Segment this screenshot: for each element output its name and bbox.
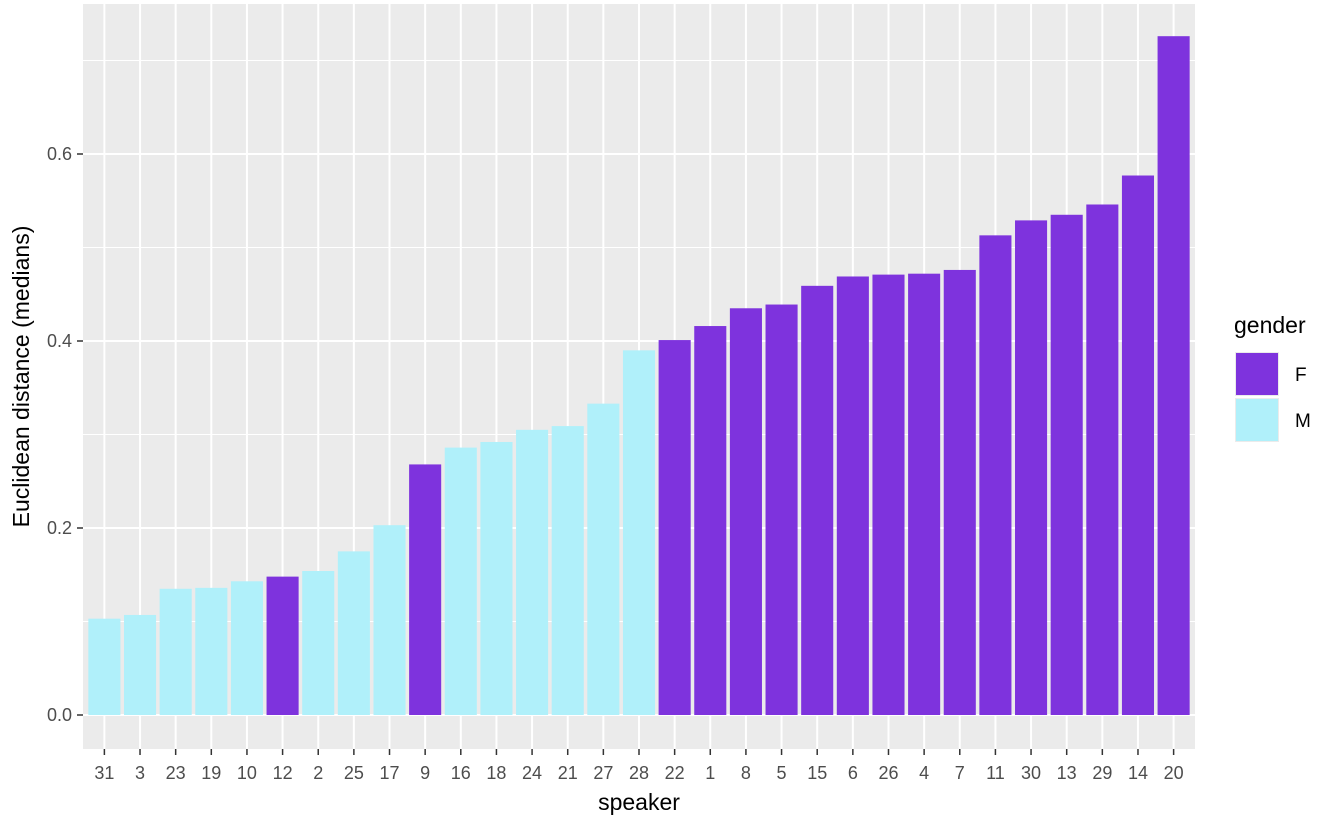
x-tick-label: 6 xyxy=(848,763,858,783)
legend-title: gender xyxy=(1234,312,1306,338)
legend-key-swatch xyxy=(1236,399,1278,441)
x-tick-label: 17 xyxy=(379,763,399,783)
x-tick-label: 22 xyxy=(665,763,685,783)
x-tick-label: 25 xyxy=(344,763,364,783)
y-tick-label: 0.4 xyxy=(47,331,72,351)
x-tick-label: 15 xyxy=(807,763,827,783)
x-tick-label: 16 xyxy=(451,763,471,783)
bar-speaker-28 xyxy=(622,350,656,715)
x-tick-label: 23 xyxy=(166,763,186,783)
bar-speaker-25 xyxy=(337,551,370,715)
x-tick-label: 29 xyxy=(1092,763,1112,783)
bar-speaker-9 xyxy=(409,464,442,715)
bars xyxy=(88,36,1190,716)
x-tick-label: 18 xyxy=(486,763,506,783)
bar-speaker-19 xyxy=(195,587,228,715)
bar-speaker-26 xyxy=(872,274,905,715)
bar-speaker-11 xyxy=(979,235,1012,715)
x-tick-label: 13 xyxy=(1057,763,1077,783)
bar-speaker-29 xyxy=(1086,204,1119,716)
bar-speaker-12 xyxy=(266,576,299,715)
y-axis-ticks: 0.0 0.2 0.4 0.6 xyxy=(47,144,83,725)
bar-speaker-23 xyxy=(159,588,192,715)
x-tick-label: 8 xyxy=(741,763,751,783)
x-tick-label: 19 xyxy=(201,763,221,783)
bar-speaker-3 xyxy=(123,614,157,715)
x-tick-label: 12 xyxy=(273,763,293,783)
bar-speaker-24 xyxy=(516,429,549,715)
legend-key-swatch xyxy=(1236,353,1278,395)
x-tick-label: 28 xyxy=(629,763,649,783)
bar-speaker-4 xyxy=(908,273,941,715)
x-tick-label: 4 xyxy=(919,763,929,783)
x-tick-label: 1 xyxy=(705,763,715,783)
x-tick-label: 3 xyxy=(135,763,145,783)
x-axis-title: speaker xyxy=(598,789,680,815)
x-tick-label: 9 xyxy=(420,763,430,783)
bar-speaker-16 xyxy=(444,447,477,715)
y-tick-label: 0.6 xyxy=(47,144,72,164)
legend: gender F M xyxy=(1234,312,1311,442)
y-tick-label: 0.2 xyxy=(47,518,72,538)
legend-label: M xyxy=(1295,411,1311,432)
bar-speaker-14 xyxy=(1121,175,1155,715)
bar-speaker-2 xyxy=(302,571,335,715)
bar-speaker-30 xyxy=(1015,220,1048,715)
x-tick-label: 30 xyxy=(1021,763,1041,783)
legend-label: F xyxy=(1295,365,1307,386)
bar-speaker-6 xyxy=(836,276,869,715)
x-tick-label: 26 xyxy=(878,763,898,783)
y-axis-title: Euclidean distance (medians) xyxy=(8,226,34,528)
x-axis-ticks: 31 3 23 19 10 12 2 25 17 9 16 18 24 21 27 28 22 1 8 5 15 6 26 4… xyxy=(94,749,1184,783)
y-tick-label: 0.0 xyxy=(47,705,72,725)
bar-speaker-15 xyxy=(801,285,834,715)
x-tick-label: 5 xyxy=(777,763,787,783)
x-tick-label: 2 xyxy=(313,763,323,783)
bar-speaker-21 xyxy=(551,426,584,715)
bar-speaker-8 xyxy=(729,308,762,715)
x-tick-label: 20 xyxy=(1164,763,1184,783)
bar-speaker-27 xyxy=(587,403,620,715)
x-tick-label: 27 xyxy=(593,763,613,783)
bar-speaker-18 xyxy=(480,441,513,715)
bar-speaker-31 xyxy=(88,618,121,715)
bar-speaker-17 xyxy=(373,525,406,715)
x-tick-label: 11 xyxy=(986,763,1005,783)
x-tick-label: 14 xyxy=(1128,763,1148,783)
x-tick-label: 10 xyxy=(237,763,257,783)
bar-speaker-13 xyxy=(1050,214,1083,715)
bar-speaker-7 xyxy=(943,269,976,715)
bar-speaker-1 xyxy=(694,326,727,715)
x-tick-label: 24 xyxy=(522,763,542,783)
bar-speaker-10 xyxy=(230,581,263,715)
x-tick-label: 31 xyxy=(94,763,114,783)
bar-speaker-20 xyxy=(1157,36,1190,715)
x-tick-label: 21 xyxy=(558,763,578,783)
bar-speaker-5 xyxy=(765,304,798,715)
x-tick-label: 7 xyxy=(955,763,965,783)
bar-speaker-22 xyxy=(658,340,691,715)
